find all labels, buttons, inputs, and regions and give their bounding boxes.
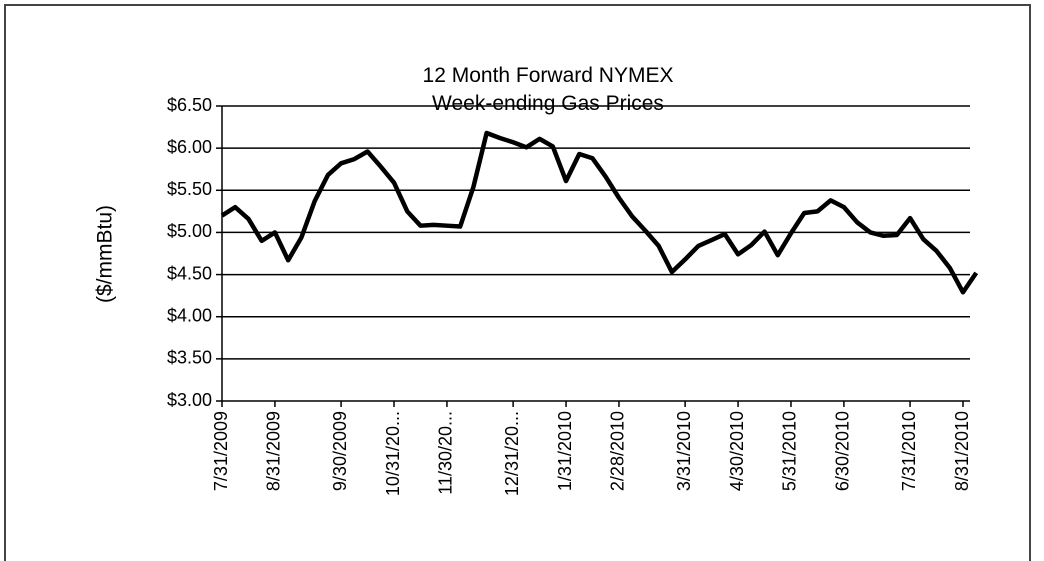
y-axis-title: ($/mmBtu) [94, 205, 117, 303]
x-tick-label: 2/28/2010 [608, 411, 628, 491]
x-tick-label: 10/31/20... [383, 411, 403, 496]
x-tick-label: 8/31/2010 [952, 411, 972, 491]
x-tick-label: 8/31/2009 [264, 411, 284, 491]
chart-title: 12 Month Forward NYMEX [423, 64, 674, 87]
x-tick-label: 1/31/2010 [555, 411, 575, 491]
y-tick-label: $5.50 [167, 179, 212, 199]
x-tick-label: 7/31/2010 [899, 411, 919, 491]
x-tick-label: 11/30/20... [436, 411, 456, 495]
y-tick-label: $4.00 [167, 305, 212, 325]
y-tick-label: $6.00 [167, 137, 212, 157]
chart-title: Week-ending Gas Prices [432, 92, 664, 115]
y-tick-label: $3.00 [167, 390, 212, 410]
x-tick-label: 7/31/2009 [211, 411, 231, 491]
x-tick-label: 9/30/2009 [330, 411, 350, 491]
x-tick-label: 3/31/2010 [674, 411, 694, 491]
chart-border [4, 4, 1031, 561]
y-tick-label: $6.50 [167, 95, 212, 115]
y-tick-label: $4.50 [167, 263, 212, 283]
x-tick-label: 4/30/2010 [727, 411, 747, 491]
y-tick-label: $3.50 [167, 348, 212, 368]
y-tick-label: $5.00 [167, 221, 212, 241]
x-tick-label: 6/30/2010 [833, 411, 853, 491]
x-tick-label: 5/31/2010 [780, 411, 800, 491]
x-tick-label: 12/31/20... [502, 411, 522, 496]
data-line [220, 130, 979, 295]
